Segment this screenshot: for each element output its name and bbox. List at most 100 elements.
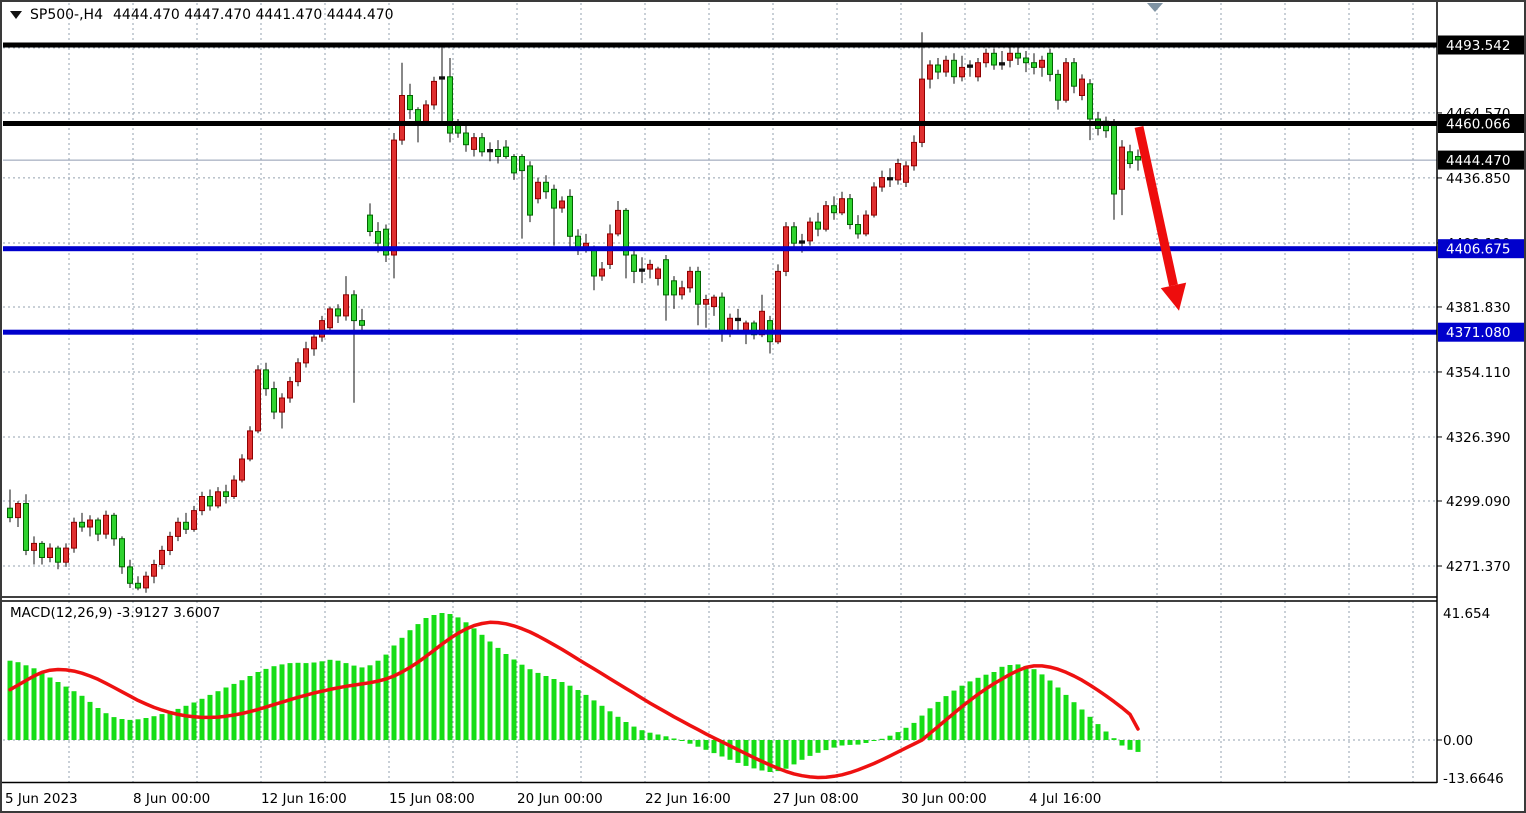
candle bbox=[1063, 62, 1069, 101]
time-axis-label: 8 Jun 00:00 bbox=[133, 791, 210, 807]
macd-bar bbox=[567, 685, 573, 740]
macd-bar bbox=[847, 740, 853, 745]
badge-background bbox=[1438, 35, 1526, 55]
time-axis-label: 22 Jun 16:00 bbox=[645, 791, 731, 807]
badge-label: 4460.066 bbox=[1446, 117, 1510, 133]
macd-signal-line bbox=[8, 620, 1140, 780]
macd-bar bbox=[1079, 709, 1085, 740]
arrow-shaft[interactable] bbox=[1134, 125, 1178, 287]
candle bbox=[511, 156, 517, 174]
support-level-line[interactable] bbox=[3, 246, 1437, 252]
macd-bar bbox=[719, 740, 725, 757]
candle bbox=[551, 188, 557, 209]
level-lines[interactable] bbox=[3, 42, 1437, 335]
macd-bar bbox=[1007, 665, 1013, 740]
macd-bar bbox=[127, 719, 133, 740]
macd-bar bbox=[1055, 687, 1061, 740]
macd-bar bbox=[407, 630, 413, 740]
price-axis[interactable] bbox=[1438, 3, 1526, 783]
candle bbox=[295, 362, 301, 383]
macd-scale-label: 0.00 bbox=[1443, 733, 1473, 749]
candle bbox=[615, 209, 621, 235]
candle bbox=[927, 64, 933, 80]
candle bbox=[863, 214, 869, 235]
macd-bar bbox=[759, 740, 765, 771]
candle bbox=[903, 165, 909, 183]
price-tick-label: 4299.090 bbox=[1446, 494, 1510, 510]
macd-bar bbox=[47, 677, 53, 740]
macd-bar bbox=[815, 740, 821, 753]
macd-bar bbox=[879, 738, 885, 740]
level-price-badge: 4371.080 bbox=[1438, 322, 1526, 342]
candle bbox=[431, 80, 437, 106]
arrow-head[interactable] bbox=[1160, 282, 1187, 311]
candle bbox=[207, 496, 213, 507]
candle bbox=[839, 198, 845, 214]
macd-bar bbox=[431, 615, 437, 740]
candle bbox=[679, 287, 685, 296]
price-tick-label: 4326.390 bbox=[1446, 430, 1510, 446]
macd-bar bbox=[15, 662, 21, 740]
candle bbox=[983, 52, 989, 64]
candle bbox=[1135, 156, 1141, 161]
scroll-position-marker[interactable] bbox=[1147, 3, 1163, 12]
macd-bar bbox=[663, 736, 669, 740]
candle bbox=[943, 59, 949, 73]
macd-bar bbox=[23, 665, 29, 740]
candle bbox=[343, 294, 349, 317]
candle bbox=[1127, 151, 1133, 165]
macd-bar bbox=[319, 661, 325, 740]
candle bbox=[639, 268, 645, 272]
resistance-level-line[interactable] bbox=[3, 121, 1437, 126]
price-badge: 4444.470 bbox=[1438, 150, 1526, 170]
macd-bar bbox=[1135, 740, 1141, 752]
candle bbox=[7, 507, 13, 519]
candle bbox=[815, 221, 821, 230]
macd-bar bbox=[391, 645, 397, 740]
candle bbox=[383, 228, 389, 256]
macd-bar bbox=[1119, 740, 1125, 746]
candle bbox=[231, 479, 237, 498]
macd-bar bbox=[63, 686, 69, 740]
candle bbox=[495, 149, 501, 157]
candle bbox=[487, 149, 493, 153]
resistance-level-line[interactable] bbox=[3, 42, 1437, 48]
macd-bar bbox=[623, 722, 629, 740]
candle bbox=[55, 547, 61, 563]
macd-bar bbox=[159, 714, 165, 740]
candle bbox=[215, 491, 221, 507]
symbol-dropdown-icon[interactable] bbox=[10, 11, 22, 19]
time-axis-labels: 5 Jun 2023 8 Jun 00:00 12 Jun 16:00 15 Jun … bbox=[5, 791, 1101, 807]
macd-bar bbox=[255, 672, 261, 740]
candle bbox=[703, 299, 709, 305]
macd-bar bbox=[1047, 680, 1053, 740]
macd-bar bbox=[967, 681, 973, 740]
macd-scale-labels: 41.654 0.00 -13.6646 bbox=[1437, 606, 1504, 787]
macd-bar bbox=[191, 702, 197, 740]
candle bbox=[711, 296, 717, 308]
macd-bar bbox=[111, 717, 117, 740]
time-axis[interactable] bbox=[3, 784, 1437, 811]
badge-background bbox=[1438, 322, 1526, 342]
candle bbox=[183, 521, 189, 530]
down-arrow-annotation[interactable] bbox=[1134, 125, 1187, 311]
support-level-line[interactable] bbox=[3, 329, 1437, 335]
candle bbox=[519, 156, 525, 172]
macd-bar bbox=[455, 617, 461, 740]
candle bbox=[591, 247, 597, 277]
candle bbox=[1031, 62, 1037, 68]
candle bbox=[791, 226, 797, 244]
candle bbox=[655, 268, 661, 279]
candle bbox=[735, 317, 741, 322]
macd-bar bbox=[767, 740, 773, 772]
macd-bar bbox=[575, 690, 581, 740]
macd-bar bbox=[991, 672, 997, 740]
macd-bar bbox=[551, 679, 557, 740]
candle bbox=[687, 270, 693, 289]
macd-bar bbox=[463, 622, 469, 740]
candle bbox=[1047, 52, 1053, 75]
candle bbox=[111, 514, 117, 540]
